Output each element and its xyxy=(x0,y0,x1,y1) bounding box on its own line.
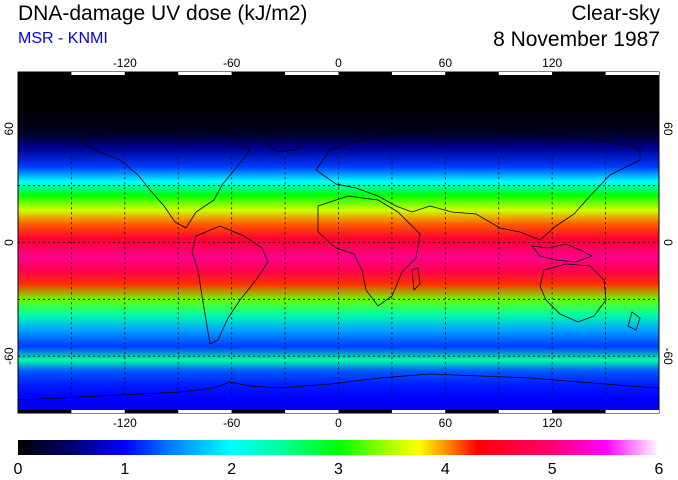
frame-tick-top xyxy=(18,72,72,75)
north-america-outline xyxy=(76,125,251,229)
madagascar-outline xyxy=(411,267,421,291)
greenland-outline xyxy=(257,111,313,153)
latitude-label-left: 60 xyxy=(2,122,16,136)
frame-tick-top xyxy=(605,72,659,75)
antarctica-outline xyxy=(18,373,659,401)
frame-tick-bottom xyxy=(391,410,446,413)
colorbar-tick-label: 6 xyxy=(655,461,664,478)
longitude-label-top: 120 xyxy=(542,56,562,70)
latitude-label-left: 0 xyxy=(2,239,16,246)
colorbar-tick-label: 0 xyxy=(14,461,23,478)
frame-tick-bottom xyxy=(445,410,499,413)
colorbar-tick-label: 5 xyxy=(548,461,557,478)
frame-tick-bottom xyxy=(605,410,659,413)
longitude-label-top: -120 xyxy=(113,56,137,70)
continent-outlines xyxy=(18,111,659,401)
longitude-label-top: 60 xyxy=(439,56,453,70)
frame-tick-bottom xyxy=(552,410,606,413)
africa-outline xyxy=(317,195,421,307)
frame-tick-bottom xyxy=(231,410,286,413)
colorbar-gradient xyxy=(18,440,659,455)
latitude-label-right: 60 xyxy=(661,122,675,136)
source-label: MSR - KNMI xyxy=(18,30,108,47)
frame-tick-top xyxy=(338,72,392,75)
frame-tick-top xyxy=(124,72,179,75)
frame-tick-top xyxy=(71,72,125,75)
latitude-labels: 60 60 0 0 -60 -60 xyxy=(2,122,675,365)
frame-tick-bottom xyxy=(18,410,72,413)
longitude-label-bottom: 120 xyxy=(542,416,562,430)
longitude-label-bottom: -120 xyxy=(113,416,137,430)
condition-label: Clear-sky xyxy=(571,2,660,25)
colorbar-tick-label: 2 xyxy=(227,461,236,478)
frame-tick-bottom xyxy=(498,410,553,413)
frame-tick-bottom xyxy=(71,410,125,413)
frame-tick-top xyxy=(498,72,553,75)
indonesia-outline xyxy=(531,243,593,263)
longitude-label-bottom: -60 xyxy=(223,416,241,430)
colorbar-labels: 0 1 2 3 4 5 6 xyxy=(14,461,664,478)
colorbar-tick-label: 4 xyxy=(441,461,450,478)
frame-ticks xyxy=(18,72,659,413)
graticule xyxy=(18,157,659,395)
new-zealand-outline xyxy=(627,311,641,331)
longitude-label-bottom: 60 xyxy=(439,416,453,430)
latitude-label-right: 0 xyxy=(661,239,675,246)
frame-tick-bottom xyxy=(285,410,339,413)
latitude-label-right: -60 xyxy=(661,347,675,365)
frame-tick-top xyxy=(178,72,232,75)
longitude-label-bottom: 0 xyxy=(335,416,342,430)
frame-tick-top xyxy=(552,72,606,75)
australia-outline xyxy=(539,263,607,323)
frame-tick-bottom xyxy=(124,410,179,413)
date-label: 8 November 1987 xyxy=(493,28,660,51)
colorbar: 0 1 2 3 4 5 6 xyxy=(14,440,664,478)
frame-tick-bottom xyxy=(338,410,392,413)
latitude-label-left: -60 xyxy=(2,347,16,365)
map-title: DNA-damage UV dose (kJ/m2) xyxy=(18,2,308,25)
longitude-label-top: -60 xyxy=(223,56,241,70)
eurasia-outline xyxy=(315,125,641,241)
colorbar-tick-label: 1 xyxy=(120,461,129,478)
colorbar-tick-label: 3 xyxy=(334,461,343,478)
longitude-labels: -120 -120 -60 -60 0 0 60 60 120 120 xyxy=(113,56,563,430)
frame-tick-top xyxy=(391,72,446,75)
map-panel: -120 -120 -60 -60 0 0 60 60 120 120 60 60 0 0 -60 -60 xyxy=(2,56,675,430)
frame-tick-top xyxy=(231,72,286,75)
frame-tick-bottom xyxy=(178,410,232,413)
frame-tick-top xyxy=(285,72,339,75)
frame-tick-top xyxy=(445,72,499,75)
south-america-outline xyxy=(191,225,269,345)
longitude-label-top: 0 xyxy=(335,56,342,70)
